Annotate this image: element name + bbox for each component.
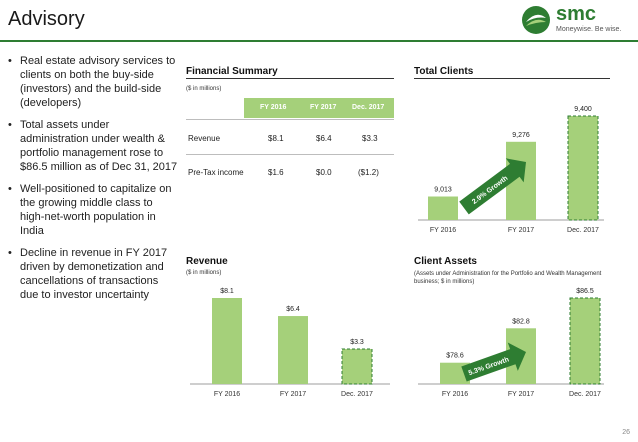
data-label: $6.4 xyxy=(286,306,300,313)
data-label: $3.3 xyxy=(350,339,364,346)
table-row-label: Revenue xyxy=(188,134,221,143)
financial-summary-title: Financial Summary xyxy=(186,66,394,79)
data-label: $82.8 xyxy=(512,318,530,325)
table-cell: $8.1 xyxy=(268,134,284,143)
bar xyxy=(341,348,373,385)
table-header-fy2016: FY 2016 xyxy=(260,104,287,111)
tick-label: Dec. 2017 xyxy=(569,391,601,398)
growth-arrow-shape xyxy=(459,158,526,215)
bullet-item: Total assets under administration under … xyxy=(8,118,178,174)
bar xyxy=(569,297,601,385)
data-label: 9,400 xyxy=(574,106,592,113)
table-header-row xyxy=(244,98,394,118)
page-number: 26 xyxy=(622,429,630,436)
data-label: 9,013 xyxy=(434,186,452,193)
tick-label: FY 2016 xyxy=(214,391,240,398)
bullet-item: Well-positioned to capitalize on the gro… xyxy=(8,182,178,238)
bar xyxy=(567,115,599,221)
bullet-item: Decline in revenue in FY 2017 driven by … xyxy=(8,246,178,302)
title-rule xyxy=(0,40,638,42)
table-header-fy2017: FY 2017 xyxy=(310,104,337,111)
client-assets-title: Client Assets xyxy=(414,256,477,267)
company-logo: smc Moneywise. Be wise. xyxy=(520,3,630,38)
bar xyxy=(278,316,308,384)
logo-swirl-icon xyxy=(522,6,550,34)
revenue-chart: $8.1 FY 2016 $6.4 FY 2017 $3.3 Dec. 2017 xyxy=(190,288,390,398)
revenue-subtitle: ($ in millions) xyxy=(186,270,222,276)
revenue-title: Revenue xyxy=(186,256,228,267)
bullet-item: Real estate advisory services to clients… xyxy=(8,54,178,110)
bar xyxy=(212,298,242,384)
bar xyxy=(428,196,458,220)
tick-label: Dec. 2017 xyxy=(567,227,599,234)
table-row-label: Pre-Tax income xyxy=(188,168,244,177)
table-cell: $6.4 xyxy=(316,134,332,143)
data-label: $8.1 xyxy=(220,288,234,295)
table-separator xyxy=(186,154,394,155)
table-cell: $0.0 xyxy=(316,168,332,177)
bullet-list: Real estate advisory services to clients… xyxy=(8,54,178,310)
slide-title: Advisory xyxy=(8,8,85,30)
data-label: $78.6 xyxy=(446,353,464,360)
tick-label: FY 2017 xyxy=(508,391,534,398)
tick-label: FY 2017 xyxy=(280,391,306,398)
logo-tagline: Moneywise. Be wise. xyxy=(556,26,622,33)
logo-brand: smc xyxy=(556,3,597,25)
table-cell: $3.3 xyxy=(362,134,378,143)
growth-arrow-shape xyxy=(461,342,526,382)
data-label: 9,276 xyxy=(512,132,530,139)
table-cell: $1.6 xyxy=(268,168,284,177)
table-header-dec2017: Dec. 2017 xyxy=(352,104,385,111)
table-cell: ($1.2) xyxy=(358,168,379,177)
tick-label: Dec. 2017 xyxy=(341,391,373,398)
tick-label: FY 2016 xyxy=(442,391,468,398)
data-label: $86.5 xyxy=(576,288,594,295)
client-assets-subtitle: (Assets under Administration for the Por… xyxy=(414,271,602,285)
tick-label: FY 2016 xyxy=(430,227,456,234)
table-separator xyxy=(186,119,394,120)
financial-summary-unit: ($ in millions) xyxy=(186,86,222,92)
tick-label: FY 2017 xyxy=(508,227,534,234)
total-clients-title: Total Clients xyxy=(414,66,610,79)
